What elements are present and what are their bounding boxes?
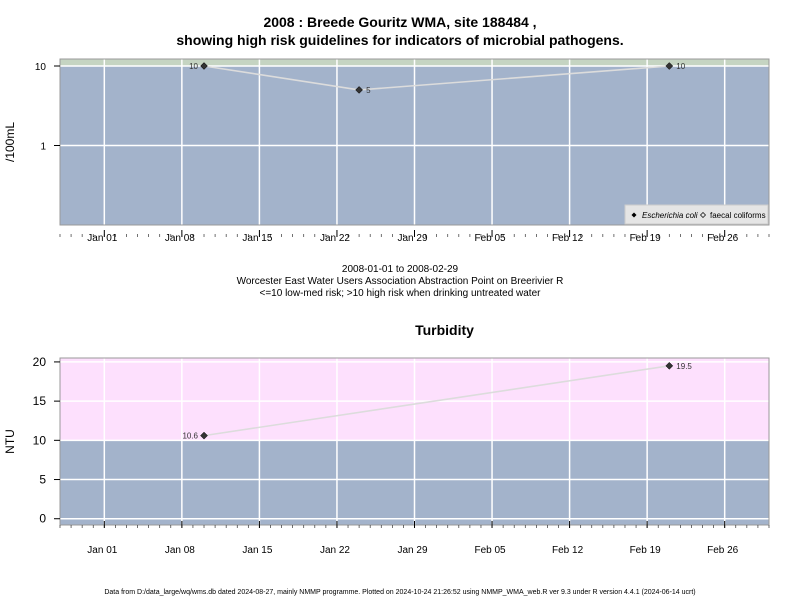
guideline-note-text: <=10 low-med risk; >10 high risk when dr… bbox=[259, 288, 541, 299]
chart-panel-2: 0 5 10 15 20 Jan 01 Jan 08 Jan 15 Jan 22 Jan 29 Fe… bbox=[3, 322, 770, 556]
y-tick-label: 5 bbox=[39, 473, 46, 487]
footer-source-note: Data from D:/data_large/wq/wms.db dated … bbox=[104, 589, 696, 596]
y-tick-label: 0 bbox=[39, 512, 46, 526]
data-point-label: 10 bbox=[189, 62, 198, 71]
x-tick-label: Jan 01 bbox=[87, 545, 117, 556]
x-tick-label: Feb 26 bbox=[707, 545, 739, 556]
panel-title: Turbidity bbox=[415, 322, 474, 338]
legend-box bbox=[624, 204, 769, 225]
series-line bbox=[203, 365, 670, 437]
x-tick-label: Jan 22 bbox=[320, 545, 350, 556]
x-tick-label: Feb 19 bbox=[630, 545, 662, 556]
data-point bbox=[665, 361, 674, 370]
y-tick-label: 1 bbox=[40, 142, 46, 153]
x-tick-label: Jan 08 bbox=[165, 545, 195, 556]
data-point-label: 19.5 bbox=[676, 362, 692, 371]
data-point-label: 10 bbox=[676, 62, 685, 71]
legend-marker-filled-diamond bbox=[631, 212, 637, 218]
site-name-text: Worcester East Water Users Association A… bbox=[236, 276, 564, 287]
x-tick-label: Jan 15 bbox=[242, 545, 272, 556]
date-range-text: 2008-01-01 to 2008-02-29 bbox=[341, 264, 459, 275]
data-point bbox=[665, 62, 674, 70]
x-tick-label: Feb 05 bbox=[474, 545, 506, 556]
x-tick-label: Jan 22 bbox=[320, 233, 350, 244]
chart-title-line2: showing high risk guidelines for indicat… bbox=[176, 32, 624, 48]
x-tick-label: Feb 05 bbox=[474, 233, 506, 244]
x-tick-label: Jan 29 bbox=[397, 545, 427, 556]
x-tick-label: Jan 01 bbox=[87, 233, 117, 244]
plot-frame bbox=[59, 58, 770, 226]
data-point-label: 5 bbox=[366, 86, 371, 95]
x-tick-label: Feb 12 bbox=[552, 545, 584, 556]
data-point-label: 10.6 bbox=[182, 432, 198, 441]
y-axis-title: /100mL bbox=[3, 122, 17, 162]
y-tick-label: 20 bbox=[33, 355, 47, 369]
legend-marker-open-diamond bbox=[700, 212, 706, 218]
data-point bbox=[355, 86, 363, 94]
x-tick-label: Feb 19 bbox=[630, 233, 662, 244]
legend-label: faecal coliforms bbox=[710, 211, 766, 220]
chart-panel-1: 1 10 Jan 01 Jan 08 Jan 15 Jan 22 Jan 29 Feb 05 F… bbox=[3, 58, 770, 244]
x-tick-label: Feb 12 bbox=[552, 233, 584, 244]
data-point bbox=[200, 62, 208, 70]
y-axis-title: NTU bbox=[3, 429, 17, 454]
y-tick-label: 10 bbox=[33, 433, 47, 447]
x-tick-label: Jan 29 bbox=[397, 233, 427, 244]
legend-label: Escherichia coli bbox=[642, 211, 698, 220]
x-tick-label: Jan 08 bbox=[165, 233, 195, 244]
y-tick-label: 10 bbox=[35, 62, 47, 73]
data-point bbox=[200, 431, 208, 440]
y-tick-label: 15 bbox=[33, 394, 47, 408]
x-tick-label: Feb 26 bbox=[707, 233, 739, 244]
chart-title-line1: 2008 : Breede Gouritz WMA, site 188484 , bbox=[263, 14, 537, 30]
x-tick-label: Jan 15 bbox=[242, 233, 272, 244]
